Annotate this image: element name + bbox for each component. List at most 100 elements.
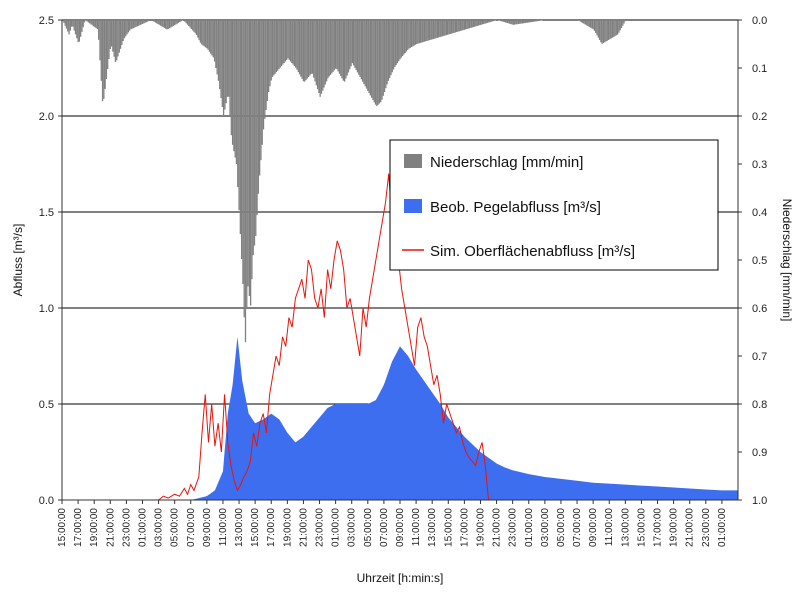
precip-bar [206, 20, 208, 49]
precip-bar [199, 20, 202, 43]
right-tick-label: 0.7 [752, 351, 767, 363]
precipitation-bars [63, 20, 626, 343]
x-tick-label: 13:00:00 [427, 508, 438, 547]
precip-bar [188, 20, 190, 27]
precip-bar [408, 20, 410, 49]
legend: Niederschlag [mm/min] Beob. Pegelabfluss… [389, 139, 719, 271]
precip-bar [201, 20, 203, 45]
precip-bar [310, 20, 312, 74]
precip-bar [343, 20, 346, 82]
precip-bar [286, 20, 288, 60]
precip-bar [525, 20, 527, 23]
precip-bar [316, 20, 319, 90]
x-tick-label: 13:00:00 [234, 508, 245, 547]
precip-bar [426, 20, 428, 41]
precip-bar [614, 20, 616, 37]
precip-bar [110, 20, 113, 47]
x-tick-label: 23:00:00 [315, 508, 326, 547]
precip-bar [535, 20, 538, 22]
precip-bar [479, 20, 481, 26]
precip-bar [387, 20, 390, 81]
precip-bar [221, 20, 223, 108]
precip-bar [141, 20, 144, 24]
precip-bar [144, 20, 146, 23]
precip-bar [256, 20, 258, 215]
precip-bar [184, 20, 186, 22]
precip-bar [208, 20, 211, 52]
right-tick-label: 0.5 [752, 255, 767, 267]
precip-bar [302, 20, 305, 82]
precip-bar [275, 20, 278, 73]
precip-bar [490, 20, 493, 22]
precip-bar [100, 20, 102, 81]
precip-bar [521, 20, 523, 24]
precip-bar [398, 20, 400, 62]
precip-bar [452, 20, 454, 34]
precip-bar [349, 20, 351, 70]
precip-bar [434, 20, 436, 39]
precip-bar [230, 20, 232, 136]
x-tick-label: 05:00:00 [556, 508, 567, 547]
precip-bar [235, 20, 238, 164]
precip-bar [204, 20, 207, 48]
precip-bar [265, 20, 267, 110]
precip-bar [121, 20, 123, 45]
precip-bar [409, 20, 411, 48]
precip-bar [431, 20, 433, 40]
precip-bar [400, 20, 402, 58]
precip-bar [277, 20, 279, 71]
precip-bar [80, 20, 82, 37]
precip-bar [123, 20, 126, 39]
precip-bar [584, 20, 587, 25]
legend-label-precip: Niederschlag [mm/min] [430, 154, 583, 171]
precip-bar [127, 20, 129, 33]
precip-bar [537, 20, 539, 22]
precip-bar [517, 20, 520, 25]
precip-bar [67, 20, 69, 32]
precip-bar [519, 20, 521, 24]
precip-bar [239, 20, 241, 235]
precip-bar [140, 20, 142, 25]
precip-bar [511, 20, 513, 25]
precip-bar [271, 20, 274, 77]
precip-bar [304, 20, 306, 82]
precip-bar [588, 20, 590, 27]
precip-bar [307, 20, 310, 78]
precip-bar [423, 20, 426, 42]
x-tick-label: 15:00:00 [57, 508, 68, 547]
precip-bar [65, 20, 68, 29]
precip-bar [222, 20, 225, 116]
right-tick-label: 0.6 [752, 303, 767, 315]
precip-bar [484, 20, 486, 24]
precip-bar [459, 20, 462, 31]
precip-bar [300, 20, 302, 77]
x-tick-label: 07:00:00 [379, 508, 390, 547]
precip-bar [283, 20, 285, 64]
precip-bar [507, 20, 509, 24]
precip-bar [153, 20, 155, 22]
precip-bar [435, 20, 437, 39]
precip-bar [468, 20, 471, 29]
precip-bar [534, 20, 536, 22]
precip-bar [158, 20, 160, 25]
precip-bar [251, 20, 253, 280]
precip-bar [355, 20, 357, 71]
x-tick-label: 01:00:00 [331, 508, 342, 547]
precip-bar [485, 20, 487, 24]
precip-bar [112, 20, 114, 52]
precip-bar [405, 20, 408, 52]
precip-bar [488, 20, 490, 23]
precip-bar [620, 20, 623, 29]
x-tick-label: 21:00:00 [298, 508, 309, 547]
precip-bar [288, 20, 290, 60]
precip-bar [403, 20, 405, 55]
precip-bar [125, 20, 127, 37]
precip-bar [483, 20, 485, 25]
precip-bar [155, 20, 158, 24]
precip-bar [325, 20, 328, 82]
precip-bar [441, 20, 444, 37]
left-tick-label: 1.5 [39, 207, 54, 219]
precip-bar [190, 20, 193, 29]
x-tick-label: 21:00:00 [105, 508, 116, 547]
precip-bar [333, 20, 335, 71]
